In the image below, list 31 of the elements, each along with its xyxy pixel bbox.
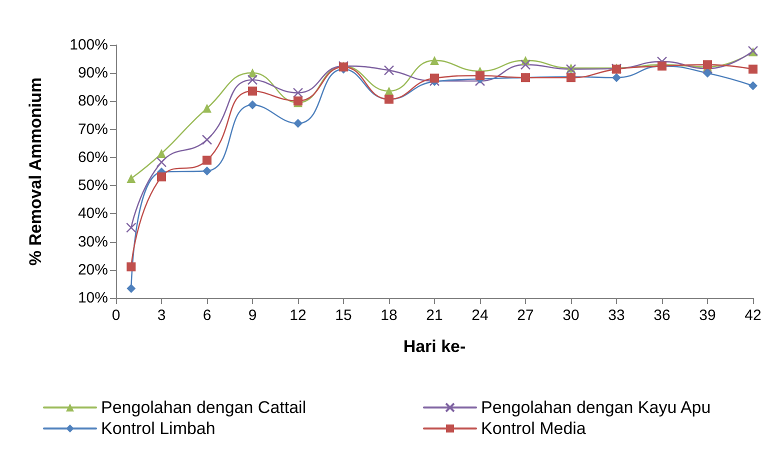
x-tick-label: 18 bbox=[380, 307, 398, 324]
x-tick-label: 42 bbox=[744, 307, 762, 324]
x-tick-label: 3 bbox=[157, 307, 166, 324]
x-tick-label: 15 bbox=[335, 307, 352, 324]
x-tick-label: 12 bbox=[290, 307, 306, 324]
x-tick-label: 39 bbox=[699, 307, 716, 324]
x-axis-title: Hari ke- bbox=[403, 337, 466, 356]
y-tick-label: 40% bbox=[78, 205, 108, 222]
x-tick-label: 27 bbox=[517, 307, 534, 324]
y-tick-label: 70% bbox=[78, 120, 108, 138]
y-tick-label: 100% bbox=[70, 36, 108, 54]
legend-label: Pengolahan dengan Cattail bbox=[101, 398, 306, 417]
y-tick-label: 30% bbox=[78, 233, 108, 250]
x-tick-label: 24 bbox=[472, 307, 488, 324]
legend-label: Pengolahan dengan Kayu Apu bbox=[481, 398, 711, 417]
x-tick-label: 21 bbox=[426, 307, 443, 324]
y-tick-label: 90% bbox=[78, 64, 108, 82]
y-tick-label: 20% bbox=[78, 261, 108, 278]
y-axis-title: % Removal Ammonium bbox=[26, 77, 45, 266]
legend-label: Kontrol Media bbox=[481, 419, 586, 438]
x-tick-label: 9 bbox=[248, 307, 257, 324]
x-tick-label: 33 bbox=[608, 307, 625, 324]
y-tick-label: 80% bbox=[78, 92, 108, 110]
x-tick-label: 6 bbox=[202, 307, 212, 324]
y-tick-label: 50% bbox=[78, 177, 108, 194]
x-tick-label: 30 bbox=[562, 307, 580, 324]
x-tick-label: 36 bbox=[654, 307, 670, 324]
y-tick-label: 10% bbox=[78, 290, 108, 306]
legend-label: Kontrol Limbah bbox=[101, 419, 216, 438]
x-tick-label: 0 bbox=[112, 307, 120, 324]
y-tick-label: 60% bbox=[78, 148, 108, 166]
